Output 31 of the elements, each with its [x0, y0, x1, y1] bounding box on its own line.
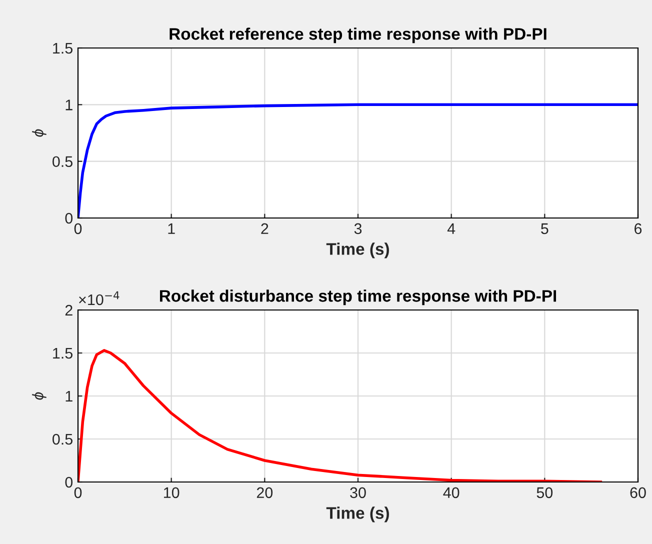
x-tick-label: 60	[630, 487, 646, 498]
x-tick-label: 20	[256, 487, 273, 498]
text: ×10$^{−4}$	[79, 291, 120, 306]
line-series	[78, 349, 602, 482]
x-tick-label: 1	[168, 223, 175, 234]
y-tick-label: 2	[65, 304, 72, 316]
y-tick-label: 0	[65, 212, 73, 224]
x-tick-label: 3	[354, 223, 362, 234]
x-tick-label: 30	[350, 487, 366, 498]
y-tick-label: 0	[65, 476, 73, 488]
x-tick-label: 2	[261, 223, 268, 234]
x-tick-label: 5	[541, 223, 548, 234]
y-tick-label: 1	[66, 100, 72, 110]
y-tick-label: 0.5	[52, 156, 72, 168]
x-tick-label: 40	[443, 487, 460, 498]
x-tick-label: 10	[164, 487, 180, 498]
y-axis-title: ϕ	[32, 392, 46, 400]
x-axis-title: Time (s)	[326, 242, 389, 258]
y-tick-label: 0.5	[52, 434, 72, 445]
y-tick-label: 1	[66, 391, 72, 402]
y-axis-title: ϕ	[32, 129, 46, 137]
x-tick-label: 0	[74, 223, 82, 234]
x-tick-label: 50	[536, 487, 553, 498]
x-tick-label: 6	[634, 223, 642, 234]
x-tick-label: 4	[447, 223, 456, 234]
y-tick-label: 1.5	[53, 348, 72, 359]
x-tick-label: 0	[74, 487, 82, 498]
chart-title: Rocket disturbance step time response with PD-PI	[160, 290, 556, 306]
x-axis-title: Time (s)	[326, 506, 389, 522]
y-tick-label: 1.5	[53, 43, 72, 54]
chart-title: Rocket reference step time response with PD-PI	[170, 28, 546, 44]
